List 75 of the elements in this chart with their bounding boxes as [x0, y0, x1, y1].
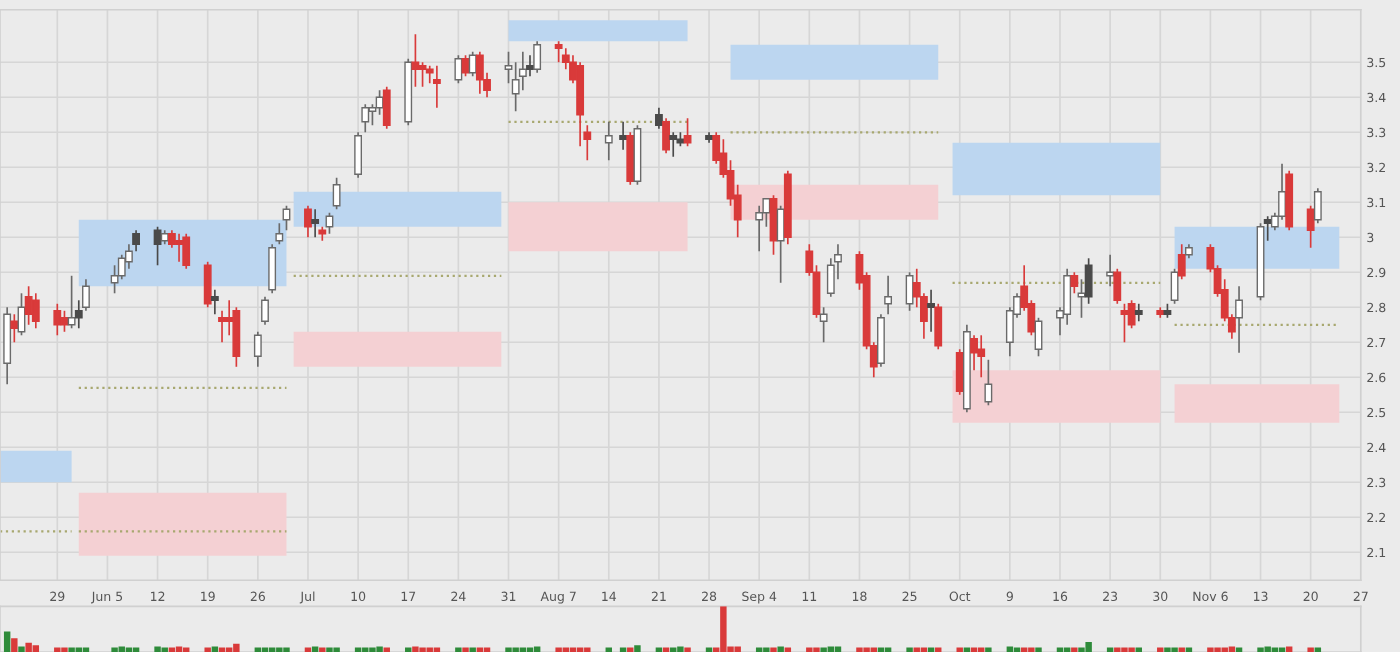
bar — [777, 646, 784, 652]
candlestick — [554, 40, 563, 64]
candlestick — [934, 302, 943, 351]
candlestick — [1120, 302, 1129, 344]
candlestick — [454, 54, 463, 85]
candlestick — [418, 61, 427, 88]
candlestick — [175, 232, 183, 263]
candlestick — [662, 117, 670, 155]
candlestick — [67, 274, 76, 330]
bar — [233, 643, 240, 652]
candlestick — [1084, 257, 1093, 305]
candlestick — [533, 40, 542, 74]
candlestick — [1177, 243, 1186, 281]
bar — [154, 646, 161, 652]
candlestick — [432, 64, 441, 109]
bar — [25, 642, 32, 652]
candlestick — [1263, 215, 1272, 242]
bar — [1264, 646, 1271, 652]
bar — [11, 638, 18, 652]
candlestick — [619, 120, 628, 151]
candlestick — [1235, 285, 1243, 354]
candlestick — [354, 131, 363, 179]
candlestick — [311, 208, 320, 239]
bar — [18, 646, 25, 652]
candlestick — [654, 106, 663, 130]
candlestick — [755, 204, 764, 253]
candlestick — [218, 309, 226, 344]
candlestick — [382, 85, 391, 130]
bar — [634, 645, 641, 652]
candlestick — [1113, 267, 1122, 305]
candlestick — [984, 358, 993, 407]
candlestick — [203, 260, 212, 309]
candlestick — [24, 285, 33, 326]
candlestick — [526, 54, 534, 78]
candlestick — [819, 306, 828, 344]
candlestick — [74, 299, 83, 330]
candlestick — [132, 229, 140, 253]
candlestick — [275, 222, 284, 246]
candlestick — [877, 313, 885, 368]
candlestick — [10, 313, 19, 344]
candlestick — [977, 334, 986, 379]
bar — [376, 646, 383, 652]
candlestick — [970, 334, 978, 372]
candlestick — [927, 288, 935, 333]
candlestick — [53, 302, 62, 337]
candlestick — [332, 176, 341, 211]
candlestick — [1306, 204, 1315, 249]
candlestick — [1170, 267, 1179, 305]
candlestick — [232, 306, 241, 368]
candlestick — [361, 103, 370, 134]
bar — [734, 646, 741, 652]
bar — [720, 606, 727, 652]
candlestick — [261, 295, 269, 326]
candlestick — [905, 271, 914, 312]
candlestick — [82, 278, 90, 312]
candlestick — [1070, 271, 1079, 295]
candlestick — [182, 232, 191, 270]
candlestick — [210, 288, 219, 316]
bar — [412, 646, 419, 652]
candlestick — [31, 292, 40, 330]
candlestick — [475, 50, 484, 95]
bar — [3, 631, 11, 652]
candlestick — [411, 33, 420, 88]
candlestick — [626, 131, 635, 186]
candlestick — [955, 348, 964, 396]
candlestick — [304, 204, 312, 239]
candlestick — [253, 330, 262, 368]
bar — [32, 645, 40, 652]
candlestick — [884, 274, 893, 316]
candlestick — [1313, 187, 1322, 225]
candlestick — [268, 243, 277, 295]
bar — [677, 646, 684, 652]
bar — [1085, 641, 1092, 652]
candlestick — [604, 120, 613, 162]
candlestick — [669, 131, 678, 158]
